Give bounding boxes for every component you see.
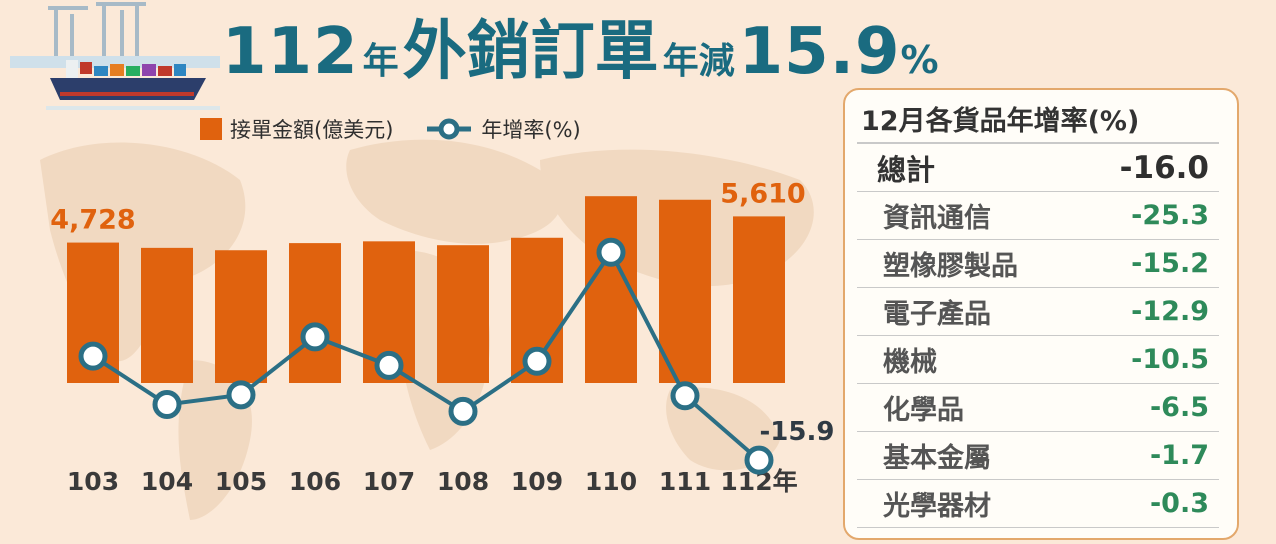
category-value: -6.5 [1149, 392, 1209, 423]
category-value: -15.2 [1131, 248, 1209, 279]
page-title: 112 年 外銷訂單 年減 15.9 % [222, 0, 1062, 89]
bar [733, 216, 785, 383]
legend-item-line: 年增率(%) [425, 114, 581, 144]
title-change-label: 年減 [662, 41, 735, 82]
category-label: 資訊通信 [883, 203, 991, 234]
category-row: 化學品 -6.5 [857, 384, 1219, 432]
title-year-suffix: 年 [362, 41, 399, 82]
legend-bar-label: 接單金額(億美元) [230, 118, 394, 142]
category-row: 光學器材 -0.3 [857, 480, 1219, 528]
category-row: 電子產品 -12.9 [857, 288, 1219, 336]
title-subject: 外銷訂單 [402, 15, 659, 89]
category-value: -0.3 [1149, 488, 1209, 519]
category-value: -1.7 [1149, 440, 1209, 471]
cargo-ship-illustration [10, 2, 220, 110]
title-change-value: 15.9 [738, 15, 901, 89]
category-row-total: 總計 -16.0 [857, 144, 1219, 192]
bar [659, 199, 711, 383]
title-percent-sign: % [900, 38, 939, 82]
category-growth-panel: 12月各貨品年增率(%) 總計 -16.0 資訊通信 -25.3 塑橡膠製品 -15.2 電… [843, 88, 1239, 540]
category-row: 機械 -10.5 [857, 336, 1219, 384]
bar [289, 243, 341, 383]
panel-title: 12月各貨品年增率(%) [857, 100, 1219, 144]
growth-rate-point [300, 322, 330, 352]
growth-rate-point [78, 341, 108, 371]
category-label: 化學品 [883, 395, 964, 426]
category-value: -12.9 [1131, 296, 1209, 327]
category-label: 基本金屬 [883, 443, 991, 474]
bar-data-label-last: 5,610 [720, 178, 805, 209]
bar [437, 245, 489, 383]
legend-item-bar: 接單金額(億美元) [200, 114, 393, 144]
growth-rate-point [152, 389, 182, 419]
category-label: 電子產品 [883, 299, 991, 330]
legend-line-label: 年增率(%) [481, 118, 581, 142]
category-list: 總計 -16.0 資訊通信 -25.3 塑橡膠製品 -15.2 電子產品 -12.9 機械 -10… [857, 144, 1219, 528]
x-tick-label: 104 [141, 467, 193, 496]
category-label: 機械 [883, 347, 937, 378]
legend-line-swatch [427, 118, 472, 140]
rate-data-label-last: -15.9 [760, 417, 835, 447]
bar-data-label-first: 4,728 [50, 205, 135, 236]
category-label: 光學器材 [883, 491, 991, 522]
category-value: -16.0 [1119, 149, 1209, 186]
growth-rate-point [596, 237, 626, 267]
category-value: -10.5 [1131, 344, 1209, 375]
bar [215, 250, 267, 383]
growth-rate-line [91, 248, 761, 462]
x-tick-label: 111 [659, 467, 711, 496]
x-tick-label: 106 [289, 467, 341, 496]
legend-bar-swatch [200, 118, 222, 140]
growth-rate-point [744, 445, 774, 475]
x-tick-label: 105 [215, 467, 267, 496]
growth-rate-point [522, 346, 552, 376]
category-label: 總計 [877, 152, 936, 187]
category-row: 基本金屬 -1.7 [857, 432, 1219, 480]
x-tick-label: 107 [363, 467, 415, 496]
x-tick-label: 103 [67, 467, 119, 496]
category-row: 資訊通信 -25.3 [857, 192, 1219, 240]
x-tick-label: 109 [511, 467, 563, 496]
category-row: 塑橡膠製品 -15.2 [857, 240, 1219, 288]
bar [141, 247, 193, 383]
orders-chart: 103 104 105 106 107 108 109 110 111 112年4,7285,61… [50, 178, 835, 496]
x-tick-label: 110 [585, 467, 637, 496]
category-value: -25.3 [1131, 200, 1209, 231]
x-tick-label: 108 [437, 467, 489, 496]
growth-rate-point [448, 396, 478, 426]
title-year: 112 [222, 15, 359, 89]
growth-rate-point [226, 380, 256, 410]
growth-rate-point [374, 350, 404, 380]
chart-legend: 接單金額(億美元) 年增率(%) [200, 112, 581, 146]
growth-rate-point [670, 381, 700, 411]
category-label: 塑橡膠製品 [883, 251, 1018, 282]
